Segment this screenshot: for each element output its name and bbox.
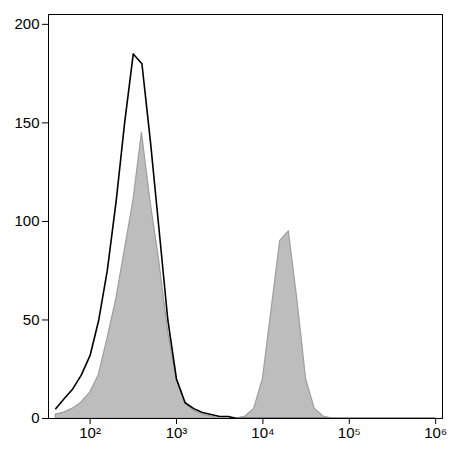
svg-text:150: 150 xyxy=(14,114,39,131)
svg-text:10⁶: 10⁶ xyxy=(424,424,447,441)
svg-text:100: 100 xyxy=(14,212,39,229)
svg-text:200: 200 xyxy=(14,15,39,32)
svg-text:10⁴: 10⁴ xyxy=(251,424,274,441)
svg-text:10³: 10³ xyxy=(166,424,188,441)
svg-text:0: 0 xyxy=(31,409,39,426)
svg-text:10²: 10² xyxy=(79,424,101,441)
svg-text:50: 50 xyxy=(23,311,40,328)
svg-text:10⁵: 10⁵ xyxy=(338,424,361,441)
